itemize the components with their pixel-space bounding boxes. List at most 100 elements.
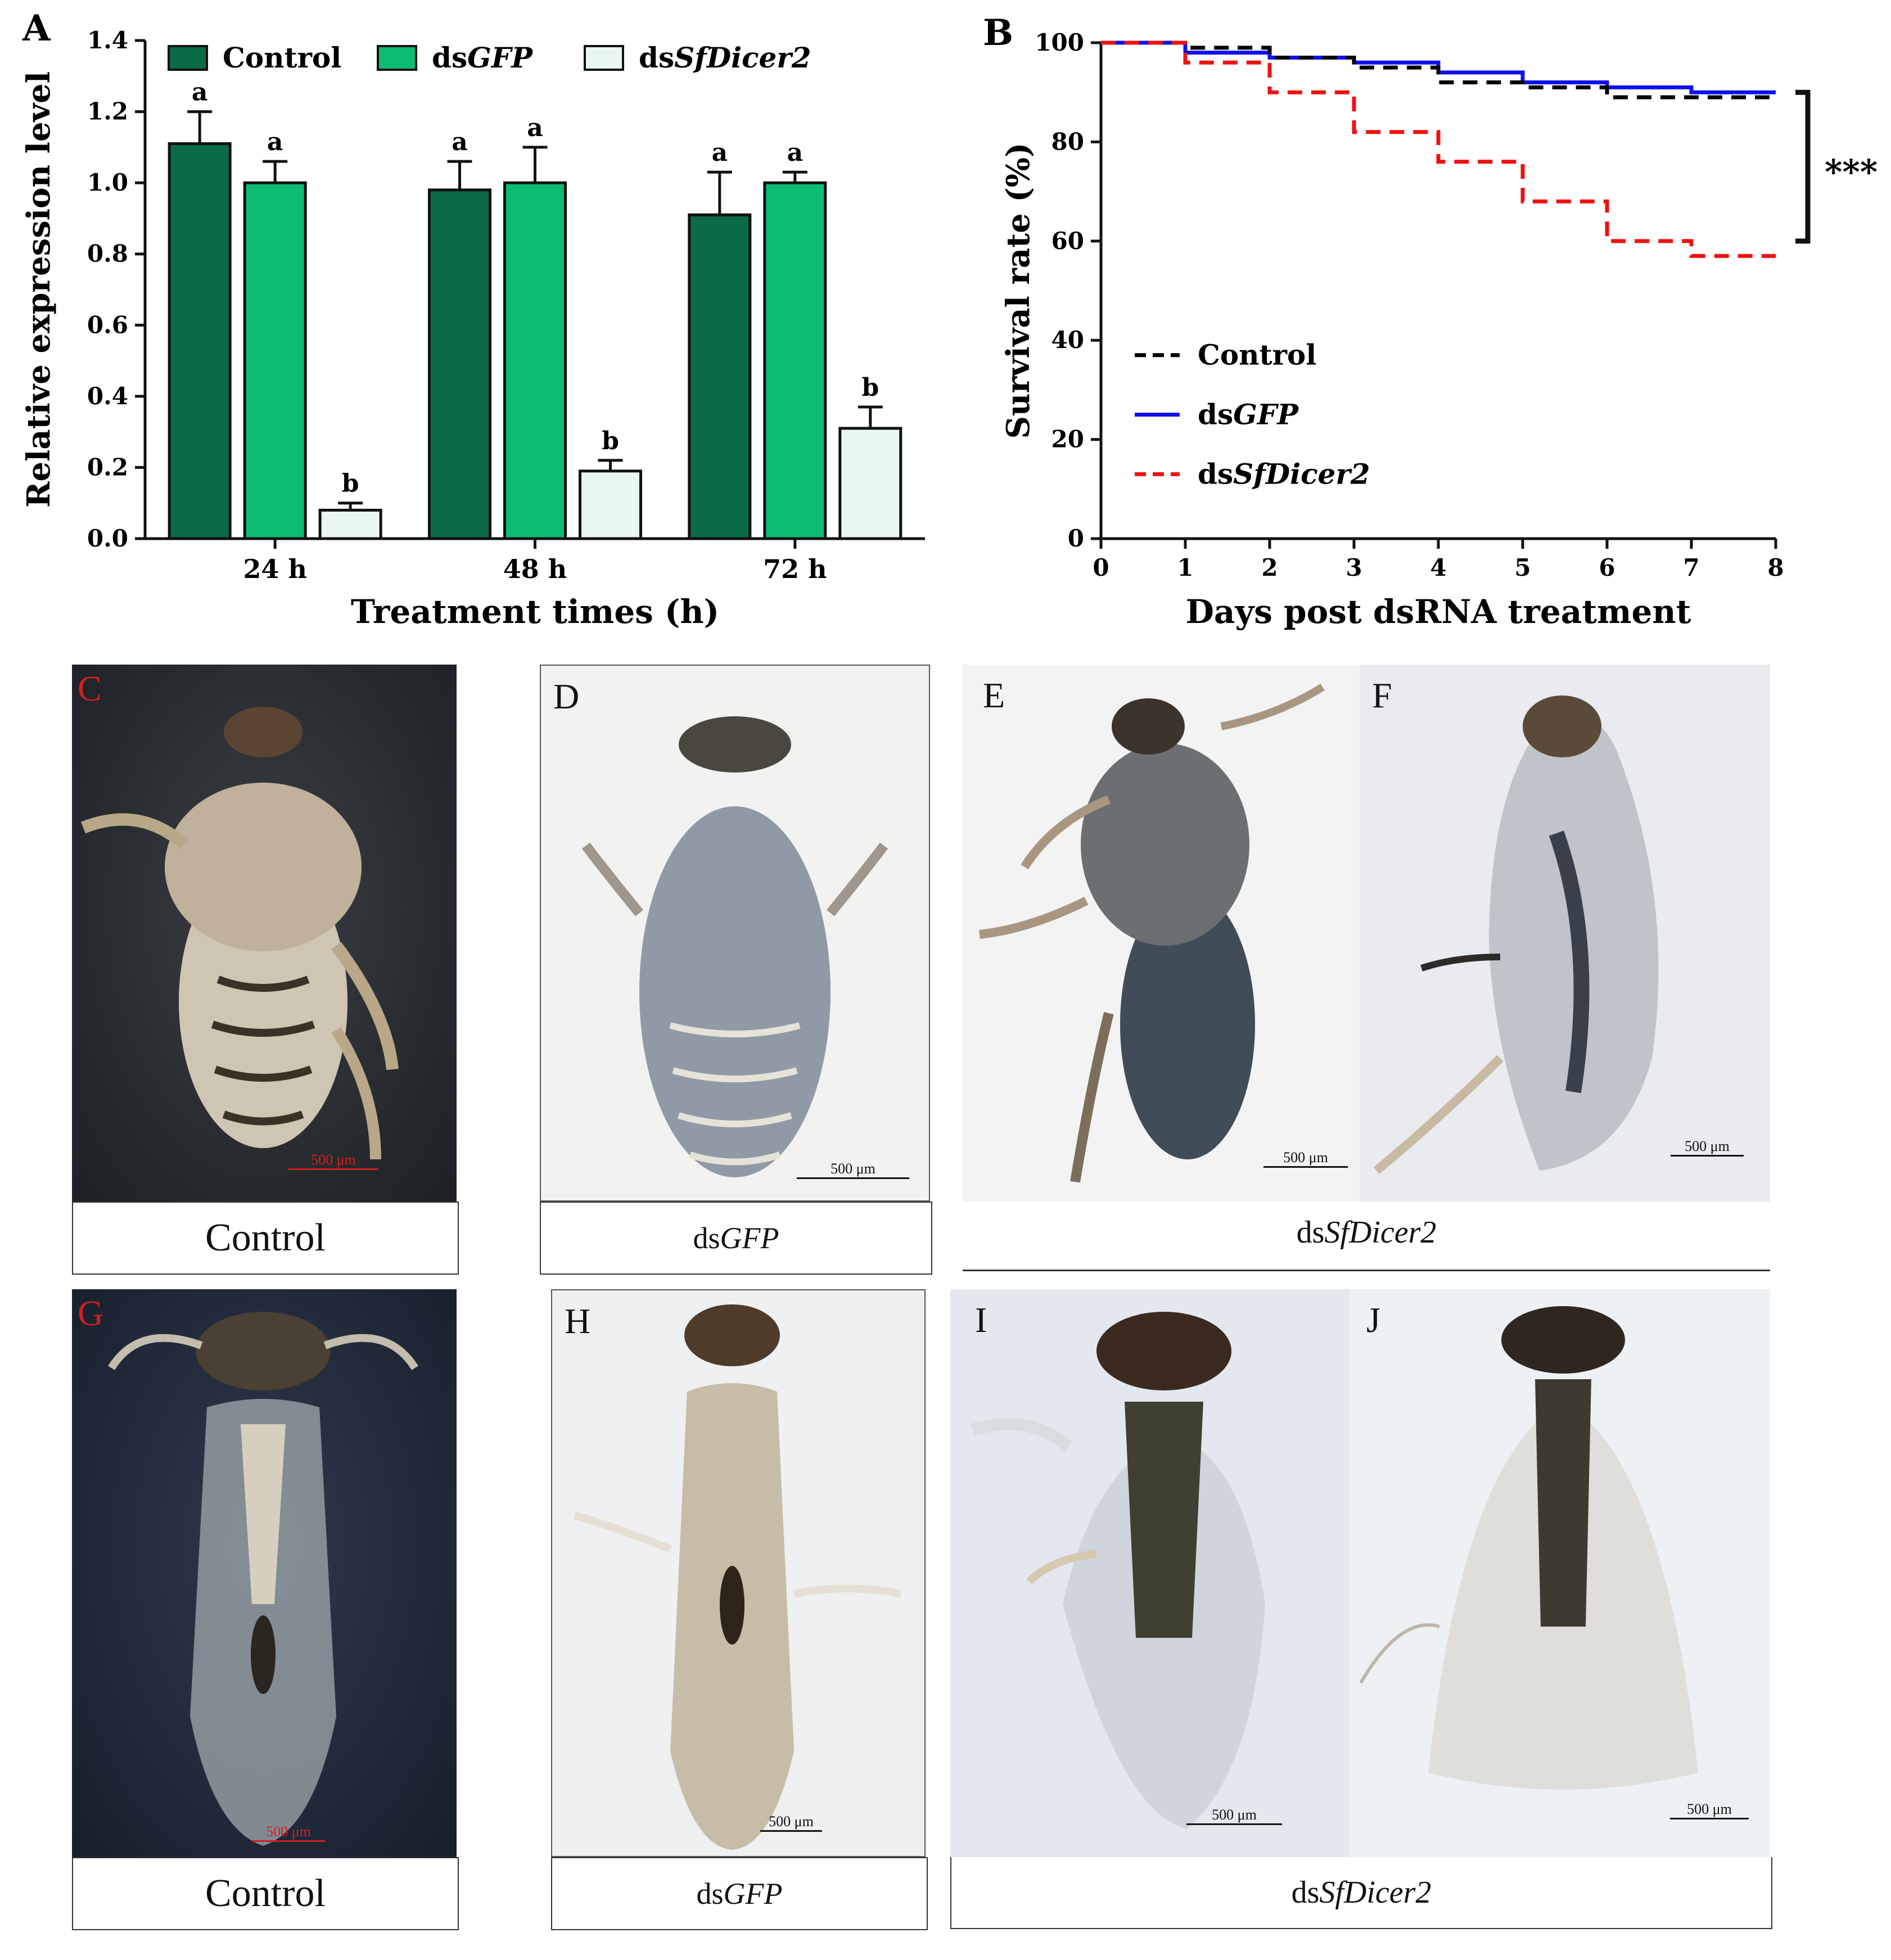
y-tick-label: 0.0 <box>87 525 128 552</box>
x-tick-label: 6 <box>1599 554 1615 581</box>
significance-stars: *** <box>1825 153 1878 192</box>
panel-label-e: E <box>983 675 1005 715</box>
legend-label: dsGFP <box>1198 398 1299 431</box>
planthopper-nymph-control-image <box>80 707 399 1160</box>
x-tick-label: 1 <box>1177 554 1193 581</box>
photo-panel-i: I 500 μm <box>950 1289 1350 1857</box>
significance-bracket <box>1795 89 1811 244</box>
x-tick-label: 0 <box>1093 554 1109 581</box>
y-tick-label: 60 <box>1051 227 1084 255</box>
legend-label: dsSfDicer2 <box>639 41 811 74</box>
photo-panel-f: F 500 μm <box>1360 665 1770 1202</box>
caption-g-control: Control <box>72 1857 459 1930</box>
panel-label-i: I <box>975 1300 987 1340</box>
bar <box>318 508 382 540</box>
legend-swatch <box>377 45 417 71</box>
bar <box>838 427 902 540</box>
scale-bar-d: 500 μm <box>797 1160 909 1179</box>
scale-bar-j: 500 μm <box>1670 1801 1749 1819</box>
scale-bar-g: 500 μm <box>252 1823 325 1842</box>
scale-bar-i: 500 μm <box>1186 1807 1282 1825</box>
caption-ij-dsdicer2: ds SfDicer2 <box>950 1857 1772 1929</box>
caption-d-dsgfp: ds GFP <box>540 1202 932 1275</box>
planthopper-nymph-dsdicer2-image-f <box>1373 696 1659 1175</box>
x-tick-label: 2 <box>1261 554 1278 581</box>
photo-panel-h: H 500 μm <box>551 1289 926 1857</box>
survival-curve-chart: B 0 20 40 60 80 100 0 1 2 3 4 5 6 7 8 Survival rate (%) D… <box>983 12 1878 631</box>
y-axis-title: Relative expression level <box>20 71 57 508</box>
y-tick-label: 0.6 <box>87 311 128 338</box>
panel-label-d: D <box>553 676 580 716</box>
legend-label: dsSfDicer2 <box>1198 457 1370 490</box>
significance-letter: a <box>787 138 804 167</box>
photo-panel-j: J 500 μm <box>1350 1289 1770 1857</box>
panel-label-c: C <box>78 669 102 708</box>
photo-panel-e: E 500 μm <box>963 665 1360 1202</box>
bar <box>428 188 491 540</box>
y-tick-label: 80 <box>1051 128 1084 155</box>
significance-letter: a <box>192 78 208 107</box>
legend-swatch <box>168 45 208 71</box>
photo-panel-d: D 500 μm <box>540 665 930 1202</box>
panel-label-f: F <box>1372 675 1392 715</box>
panel-label-g: G <box>78 1293 104 1333</box>
legend-label: dsGFP <box>432 41 533 74</box>
legend-label: Control <box>1198 338 1316 372</box>
y-tick-label: 1.0 <box>87 169 128 196</box>
legend-label: Control <box>223 41 341 74</box>
scale-bar-f: 500 μm <box>1671 1138 1744 1157</box>
planthopper-nymph-dsgfp-image <box>581 716 888 1177</box>
photo-panel-g: G 500 μm <box>72 1289 457 1857</box>
expression-bar-chart: A 0.0 0.2 0.4 0.6 0.8 1.0 1.2 1.4 Relative expres… <box>20 7 925 631</box>
significance-letter: b <box>602 427 619 455</box>
x-tick-label: 24 h <box>243 554 306 584</box>
survival-curve <box>1101 40 1776 258</box>
bar <box>243 181 307 540</box>
panel-label-a: A <box>22 7 51 49</box>
significance-letter: a <box>267 128 283 156</box>
y-tick-label: 0.4 <box>87 382 128 410</box>
bar <box>503 181 567 540</box>
panel-label-b: B <box>983 12 1013 54</box>
x-axis-title: Days post dsRNA treatment <box>1186 593 1691 631</box>
caption-ef-rule <box>963 1270 1770 1271</box>
planthopper-adult-dsgfp-image <box>574 1304 902 1850</box>
panel-label-h: H <box>565 1301 591 1341</box>
panel-label-j: J <box>1366 1300 1380 1340</box>
y-tick-label: 0.2 <box>87 453 128 481</box>
x-tick-label: 48 h <box>503 554 567 584</box>
significance-letter: a <box>452 128 468 156</box>
planthopper-nymph-dsdicer2-image-e <box>979 684 1325 1183</box>
x-tick-label: 8 <box>1767 554 1784 581</box>
x-axis-title: Treatment times (h) <box>351 593 719 631</box>
planthopper-adult-control-image <box>108 1312 418 1846</box>
y-axis-title: Survival rate (%) <box>1000 142 1037 439</box>
x-tick-label: 4 <box>1430 554 1446 581</box>
bar <box>763 181 827 540</box>
y-tick-label: 0 <box>1068 525 1084 552</box>
y-tick-label: 0.8 <box>87 240 128 268</box>
significance-letter: b <box>342 469 359 498</box>
caption-ef-dsdicer2: dsSfDicer2 <box>1296 1215 1437 1250</box>
survival-curve <box>1101 40 1776 100</box>
scale-bar-c: 500 μm <box>288 1151 378 1170</box>
significance-letter: b <box>861 373 879 402</box>
y-tick-label: 1.4 <box>87 26 128 54</box>
caption-h-dsgfp: ds GFP <box>551 1857 928 1930</box>
photo-panel-c: C 500 μm <box>72 665 457 1202</box>
legend-swatch <box>584 45 624 71</box>
scale-bar-h: 500 μm <box>760 1813 822 1832</box>
bar <box>688 213 752 540</box>
y-tick-label: 20 <box>1051 426 1084 453</box>
x-tick-label: 5 <box>1514 554 1531 581</box>
bar <box>168 142 232 540</box>
y-tick-label: 100 <box>1035 29 1084 56</box>
x-tick-label: 3 <box>1346 554 1362 581</box>
y-tick-label: 40 <box>1051 326 1084 354</box>
x-tick-label: 7 <box>1683 554 1699 581</box>
bar <box>579 469 642 540</box>
y-tick-label: 1.2 <box>87 98 128 125</box>
significance-letter: a <box>712 138 728 167</box>
planthopper-adult-dsdicer2-image-j <box>1359 1306 1698 1790</box>
scale-bar-e: 500 μm <box>1263 1149 1348 1168</box>
